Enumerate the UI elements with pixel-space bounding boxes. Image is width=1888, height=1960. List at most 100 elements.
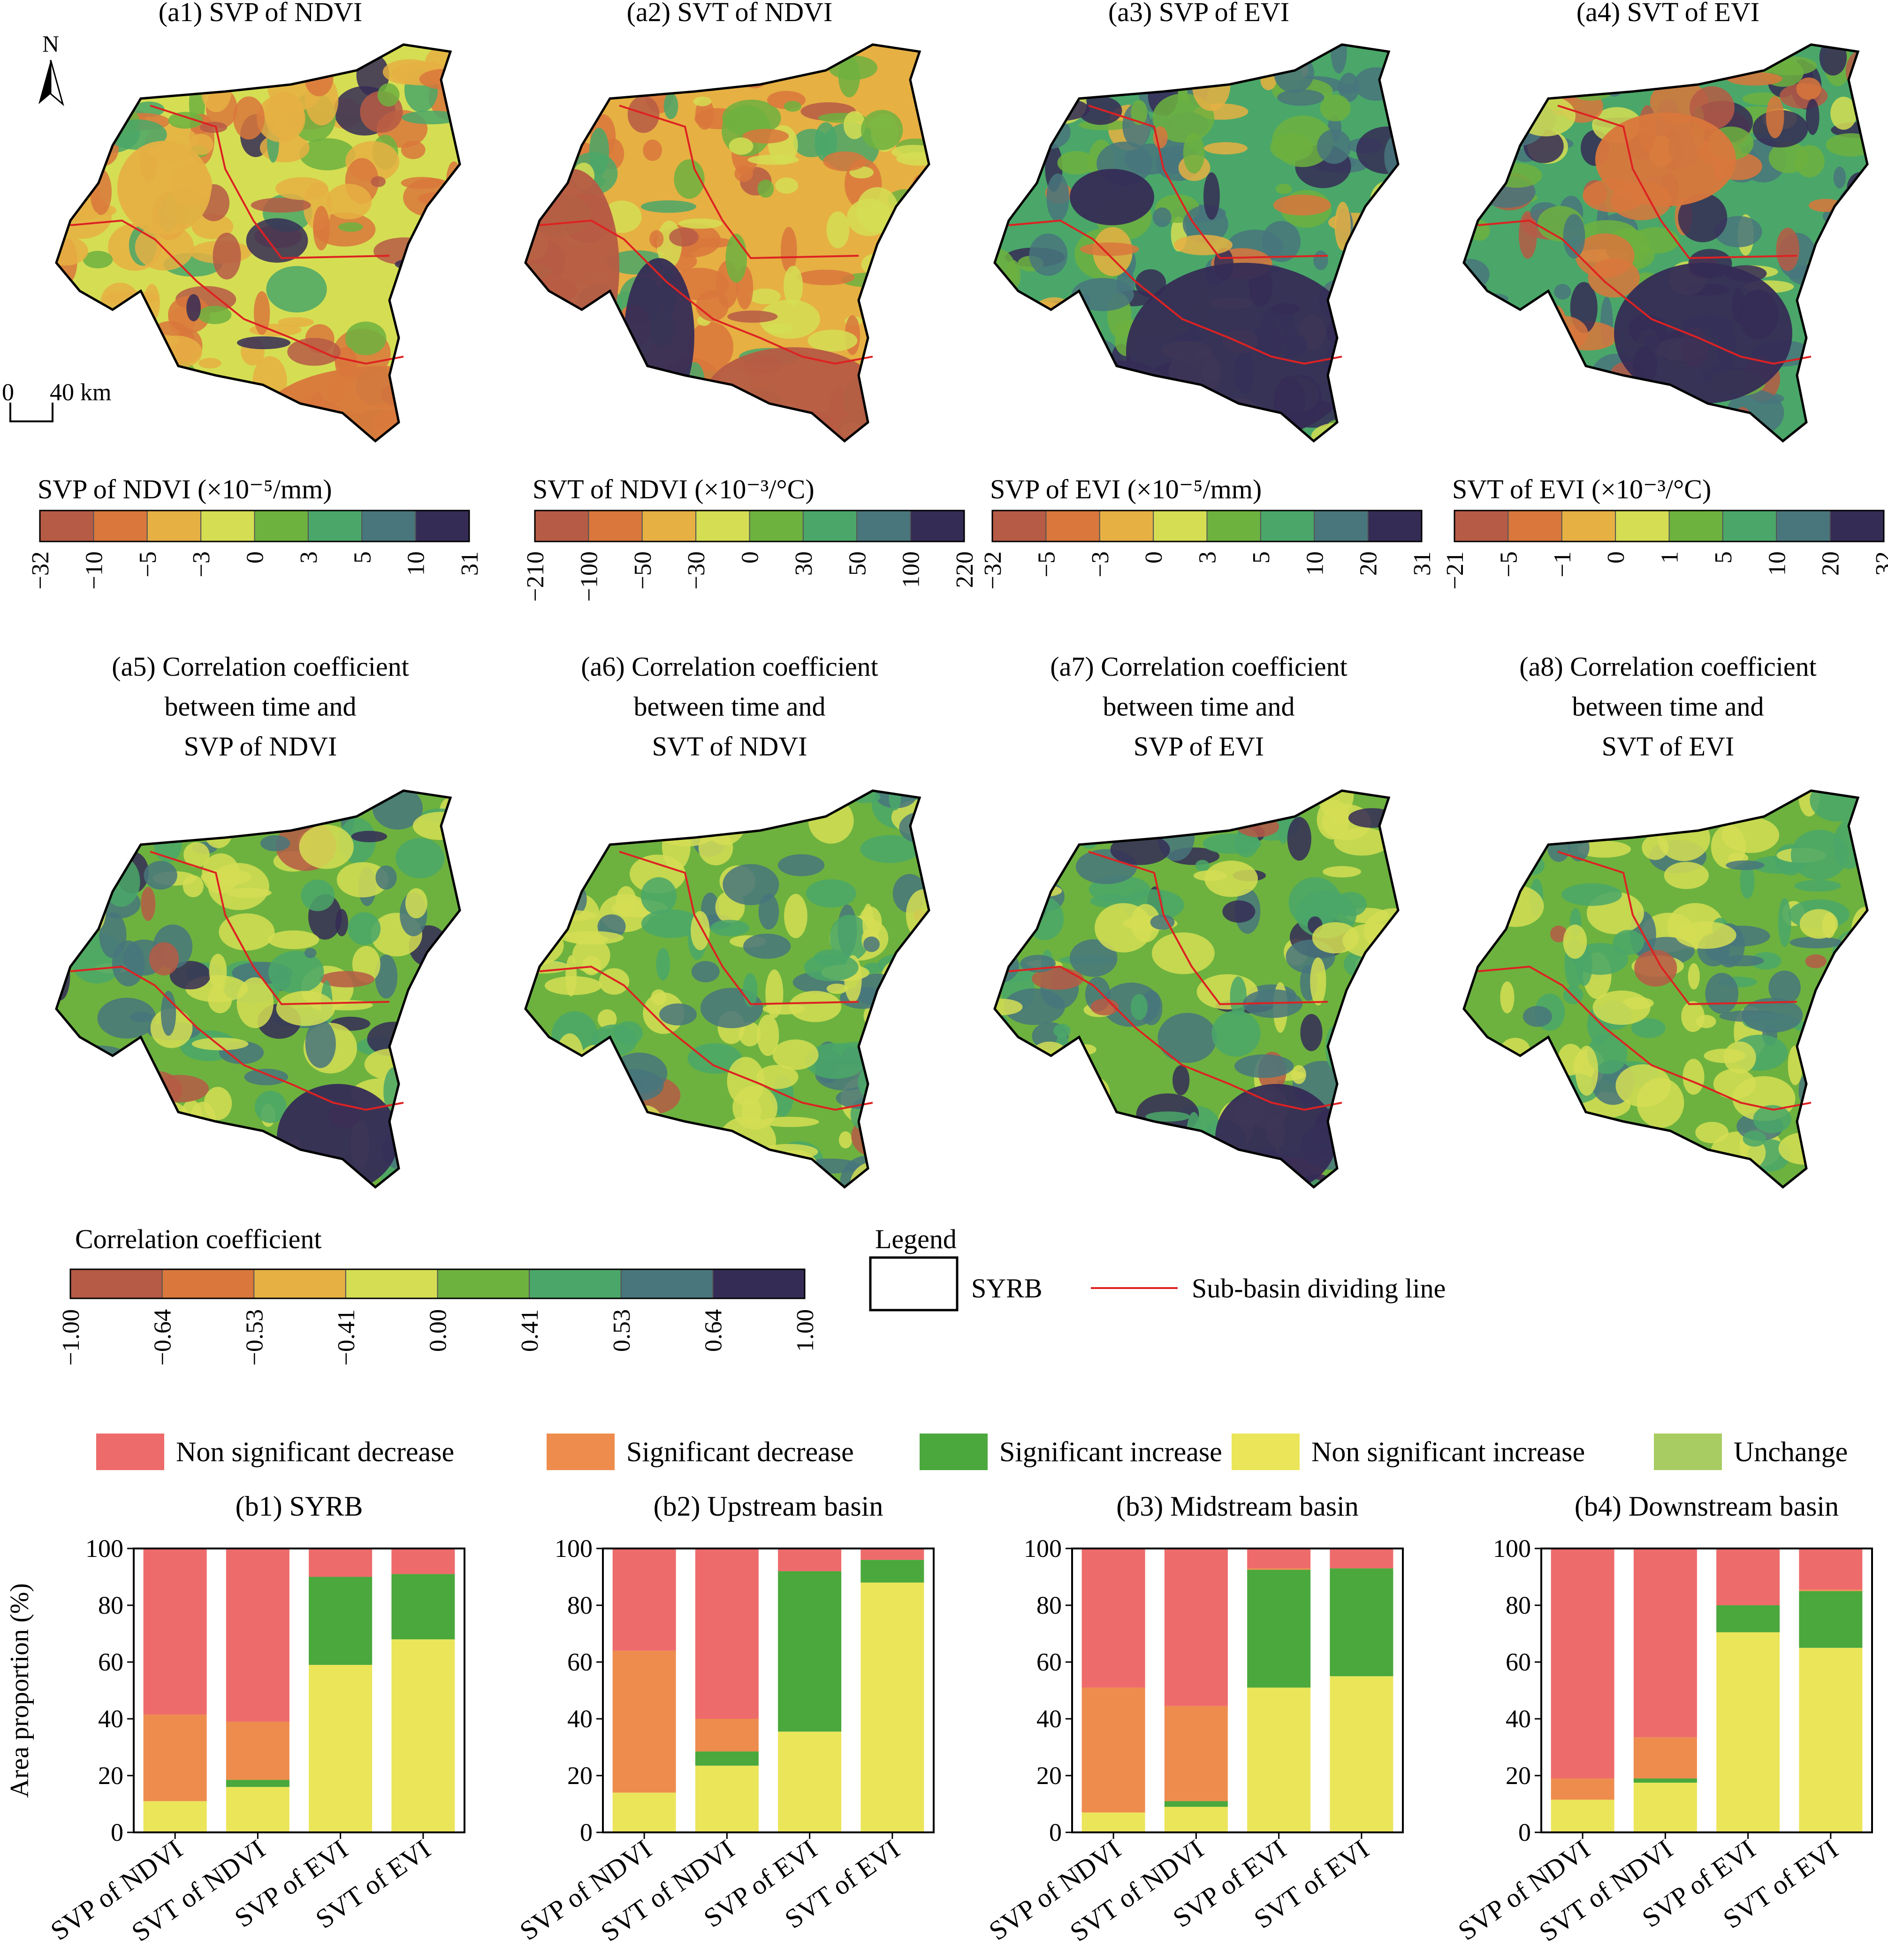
map-patch — [95, 60, 121, 102]
map-patch — [830, 915, 870, 961]
map-patch — [268, 1154, 309, 1187]
map-patch — [582, 369, 602, 411]
colorbar-swatch — [1314, 510, 1369, 542]
map-patch — [1486, 347, 1519, 365]
map-patch — [198, 358, 221, 369]
map-patch — [528, 800, 561, 834]
bar-segment — [143, 1548, 207, 1715]
map-patch — [278, 317, 314, 328]
map-patch — [544, 976, 602, 995]
map-patch — [1060, 419, 1073, 441]
map-patch — [578, 1045, 611, 1085]
map-patch — [995, 52, 1048, 72]
map-patch — [1554, 284, 1571, 300]
map-patch — [525, 1082, 545, 1119]
map-zone — [1126, 263, 1361, 441]
map-patch — [573, 409, 627, 430]
map-patch — [1796, 77, 1821, 100]
map-patch — [765, 969, 784, 1018]
sub-basin-line — [1088, 851, 1328, 1006]
map-patch — [101, 45, 125, 74]
map-patch — [141, 887, 156, 921]
bar-legend-item: Significant increase — [920, 1434, 1222, 1470]
map-patch — [525, 169, 550, 206]
map-patch — [1561, 1170, 1612, 1187]
map-patch — [889, 791, 901, 811]
bar-legend-label: Significant increase — [999, 1436, 1222, 1467]
map-patch — [1740, 863, 1755, 899]
map-patch — [1348, 808, 1396, 828]
map-patch — [569, 1074, 624, 1121]
bar-segment — [1633, 1783, 1697, 1832]
sub-basin-line — [1008, 219, 1342, 365]
map-patch — [1840, 929, 1867, 969]
bar-segment — [1633, 1737, 1697, 1779]
map-patch — [693, 791, 747, 820]
y-tick-label: 80 — [98, 1591, 123, 1619]
map-zone — [525, 169, 619, 366]
map-patch — [432, 191, 460, 229]
map-patch — [540, 910, 597, 922]
map-patch — [1078, 96, 1122, 125]
map-patch — [114, 60, 126, 93]
map-patch — [533, 303, 566, 345]
map-patch — [1037, 411, 1071, 441]
map-patch — [1501, 1164, 1529, 1187]
map-patch — [174, 1132, 222, 1174]
map-patch — [1488, 1158, 1537, 1176]
map-patch — [1347, 1146, 1385, 1187]
colorbar-swatch — [345, 1269, 438, 1299]
map-patch — [1660, 1151, 1722, 1187]
map-patch — [1837, 217, 1865, 250]
map-patch — [733, 436, 769, 441]
map-patch — [995, 1074, 1011, 1106]
bar-legend-swatch — [547, 1434, 615, 1470]
map-patch — [1848, 964, 1860, 997]
map-patch — [1151, 932, 1215, 975]
map-patch — [826, 984, 848, 994]
bar-segment — [860, 1548, 924, 1560]
map-patch — [1355, 264, 1368, 290]
map-patch — [1572, 943, 1629, 975]
colorbar-tick: 0.64 — [700, 1309, 727, 1352]
map-zone — [277, 1084, 399, 1187]
colorbar-tick: 0 — [242, 551, 269, 564]
map-patch — [1686, 419, 1731, 441]
map-patch — [75, 72, 90, 83]
map-patch — [260, 835, 290, 852]
map-raster — [1464, 791, 1867, 1187]
colorbar-tick: 1 — [1657, 551, 1683, 564]
map-patch — [1631, 1018, 1666, 1038]
map-patch — [1029, 233, 1068, 276]
map-patch — [1477, 791, 1509, 830]
map-patch — [749, 288, 781, 305]
map-patch — [995, 1014, 1011, 1059]
bar-legend-swatch — [96, 1434, 164, 1470]
map-patch — [1056, 320, 1078, 332]
map-patch — [244, 1068, 289, 1085]
map-patch — [328, 1175, 347, 1187]
map-patch — [572, 938, 610, 973]
map-patch — [1464, 933, 1481, 968]
map-patch — [1595, 397, 1638, 426]
map-patch — [1111, 1129, 1138, 1176]
map-patch — [995, 870, 1037, 917]
y-tick-label: 0 — [1518, 1818, 1531, 1846]
sub-basin-line — [1557, 105, 1797, 259]
map-patch — [418, 330, 431, 350]
map-patch — [556, 1033, 584, 1081]
colorbar-swatch — [529, 1269, 622, 1299]
map-patch — [428, 311, 459, 344]
colorbar-swatch — [992, 510, 1047, 542]
map-patch — [1069, 939, 1118, 977]
map-patch — [1743, 1130, 1766, 1147]
colorbar-tick: 0 — [737, 551, 764, 564]
bar-segment — [1551, 1548, 1614, 1779]
map-patch — [757, 1014, 779, 1056]
map-patch — [565, 1075, 610, 1104]
y-tick-label: 80 — [567, 1591, 593, 1619]
map-patch — [1742, 998, 1803, 1033]
map-patch — [525, 797, 586, 847]
colorbar-tick: 10 — [1764, 551, 1790, 576]
map-patch — [1464, 1154, 1500, 1187]
